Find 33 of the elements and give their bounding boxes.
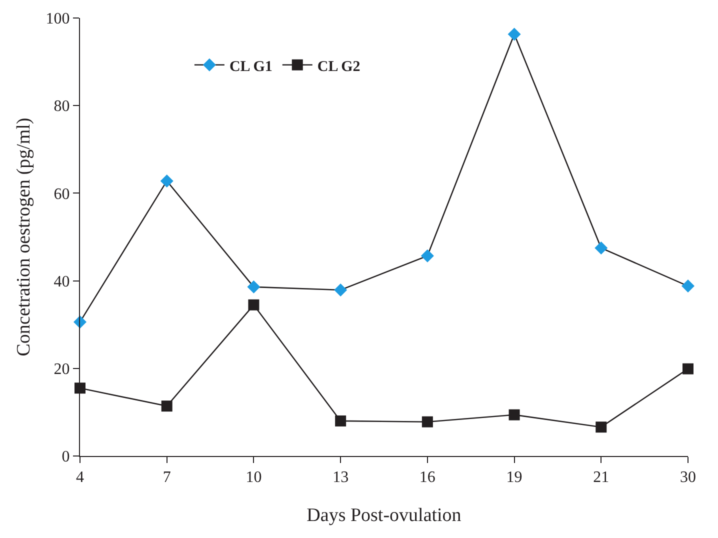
x-tick-label: 4 (76, 469, 84, 486)
point (74, 382, 86, 394)
point (335, 415, 346, 426)
y-tick-label: 0 (62, 448, 70, 466)
point (508, 409, 520, 420)
y-axis-title: Concetration oestrogen (pg/ml) (14, 118, 35, 356)
x-tick-label: 7 (162, 469, 171, 486)
point (161, 400, 172, 412)
x-tick-label: 30 (680, 469, 696, 486)
point (160, 174, 174, 188)
y-tick-label: 20 (54, 361, 70, 378)
point (596, 422, 607, 433)
y-tick-label: 40 (54, 273, 70, 290)
point (682, 280, 694, 293)
x-tick-label: 10 (246, 469, 262, 486)
x-tick-label: 16 (419, 469, 436, 486)
y-tick-label: 100 (46, 10, 70, 28)
x-tick-label: 21 (593, 469, 610, 486)
point (334, 284, 348, 296)
point (247, 280, 260, 294)
y-tick-label: 60 (54, 186, 70, 203)
x-tick-label: 13 (332, 469, 349, 486)
point (594, 241, 608, 254)
point (248, 299, 260, 310)
legend-label: CL G2 (317, 58, 360, 75)
point (422, 416, 433, 428)
point (682, 363, 694, 374)
point (420, 249, 434, 262)
x-tick-label: 19 (506, 469, 522, 486)
x-axis-title: Days Post-ovulation (306, 505, 462, 526)
legend-label: CL G1 (229, 58, 272, 75)
y-tick-label: 80 (54, 98, 70, 116)
point (508, 28, 521, 41)
